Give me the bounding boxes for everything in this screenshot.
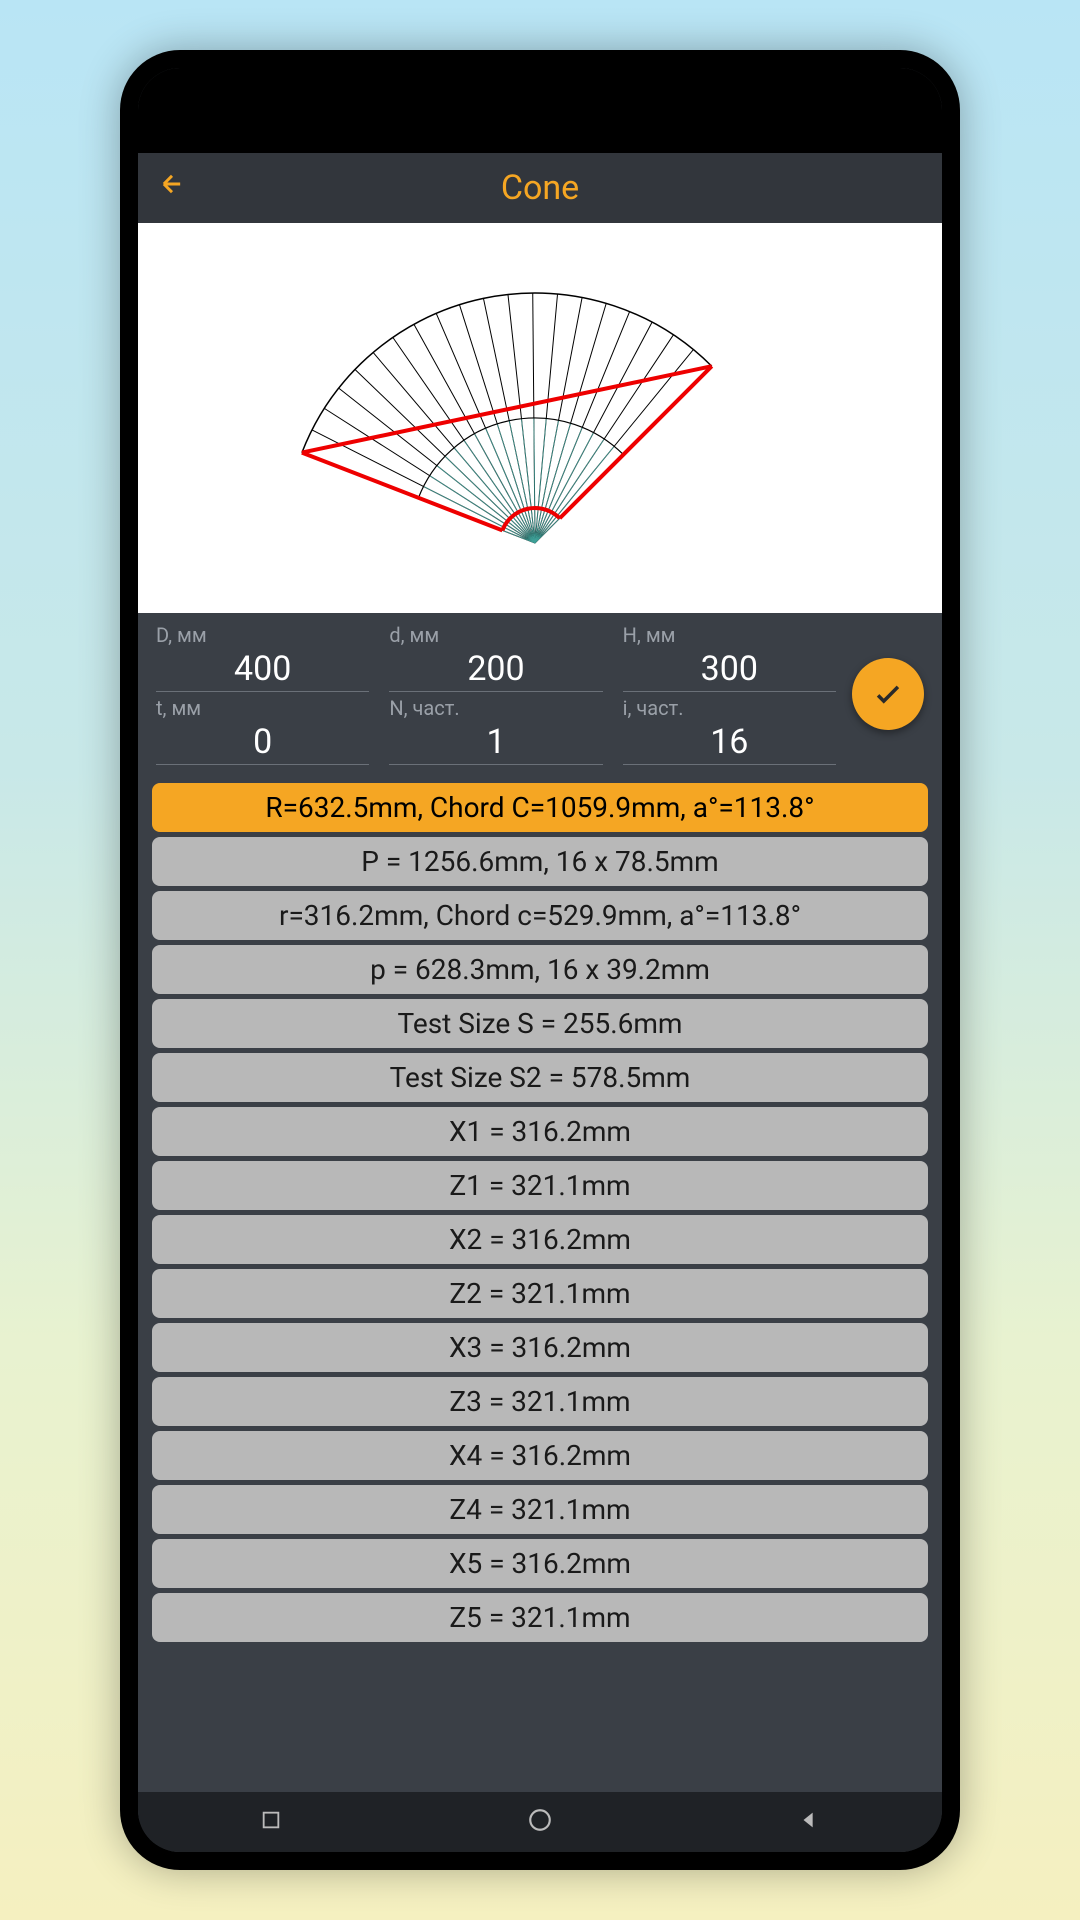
results-list: R=632.5mm, Chord C=1059.9mm, a°=113.8° P … [138,783,942,1792]
result-row: R=632.5mm, Chord C=1059.9mm, a°=113.8° [152,783,928,832]
value-d[interactable]: 200 [389,649,602,692]
status-bar [138,68,942,153]
check-icon [871,677,905,711]
input-N[interactable]: N, част. 1 [389,696,602,765]
result-row: p = 628.3mm, 16 x 39.2mm [152,945,928,994]
android-navbar [138,1792,942,1852]
result-row: Test Size S = 255.6mm [152,999,928,1048]
input-H[interactable]: H, мм 300 [623,623,836,692]
phone-frame: Cone D, мм 400 d, мм 200 H, мм 300 [120,50,960,1870]
label-d: d, мм [389,623,602,647]
back-arrow-icon [158,170,186,198]
result-row: Test Size S2 = 578.5mm [152,1053,928,1102]
result-row: X2 = 316.2mm [152,1215,928,1264]
value-t[interactable]: 0 [156,722,369,765]
value-N[interactable]: 1 [389,722,602,765]
input-i[interactable]: i, част. 16 [623,696,836,765]
home-button[interactable] [527,1807,553,1837]
label-H: H, мм [623,623,836,647]
back-button[interactable] [158,170,186,206]
label-t: t, мм [156,696,369,720]
app-header: Cone [138,153,942,223]
triangle-back-icon [798,1809,820,1831]
result-row: Z5 = 321.1mm [152,1593,928,1642]
value-D[interactable]: 400 [156,649,369,692]
label-i: i, част. [623,696,836,720]
value-i[interactable]: 16 [623,722,836,765]
page-title: Cone [501,168,579,208]
recent-apps-button[interactable] [260,1809,282,1835]
value-H[interactable]: 300 [623,649,836,692]
input-D[interactable]: D, мм 400 [156,623,369,692]
cone-unfold-svg [240,273,840,563]
back-nav-button[interactable] [798,1809,820,1835]
result-row: X1 = 316.2mm [152,1107,928,1156]
cone-diagram [138,223,942,613]
input-grid: D, мм 400 d, мм 200 H, мм 300 t, мм 0 N,… [156,623,836,765]
inputs-panel: D, мм 400 d, мм 200 H, мм 300 t, мм 0 N,… [138,613,942,783]
result-row: Z2 = 321.1mm [152,1269,928,1318]
input-t[interactable]: t, мм 0 [156,696,369,765]
screen: Cone D, мм 400 d, мм 200 H, мм 300 [138,68,942,1852]
result-row: r=316.2mm, Chord c=529.9mm, a°=113.8° [152,891,928,940]
result-row: Z4 = 321.1mm [152,1485,928,1534]
result-row: X4 = 316.2mm [152,1431,928,1480]
result-row: Z3 = 321.1mm [152,1377,928,1426]
label-D: D, мм [156,623,369,647]
result-row: X5 = 316.2mm [152,1539,928,1588]
result-row: P = 1256.6mm, 16 x 78.5mm [152,837,928,886]
result-row: Z1 = 321.1mm [152,1161,928,1210]
result-row: X3 = 316.2mm [152,1323,928,1372]
input-d[interactable]: d, мм 200 [389,623,602,692]
circle-icon [527,1807,553,1833]
square-icon [260,1809,282,1831]
label-N: N, част. [389,696,602,720]
confirm-button[interactable] [852,658,924,730]
